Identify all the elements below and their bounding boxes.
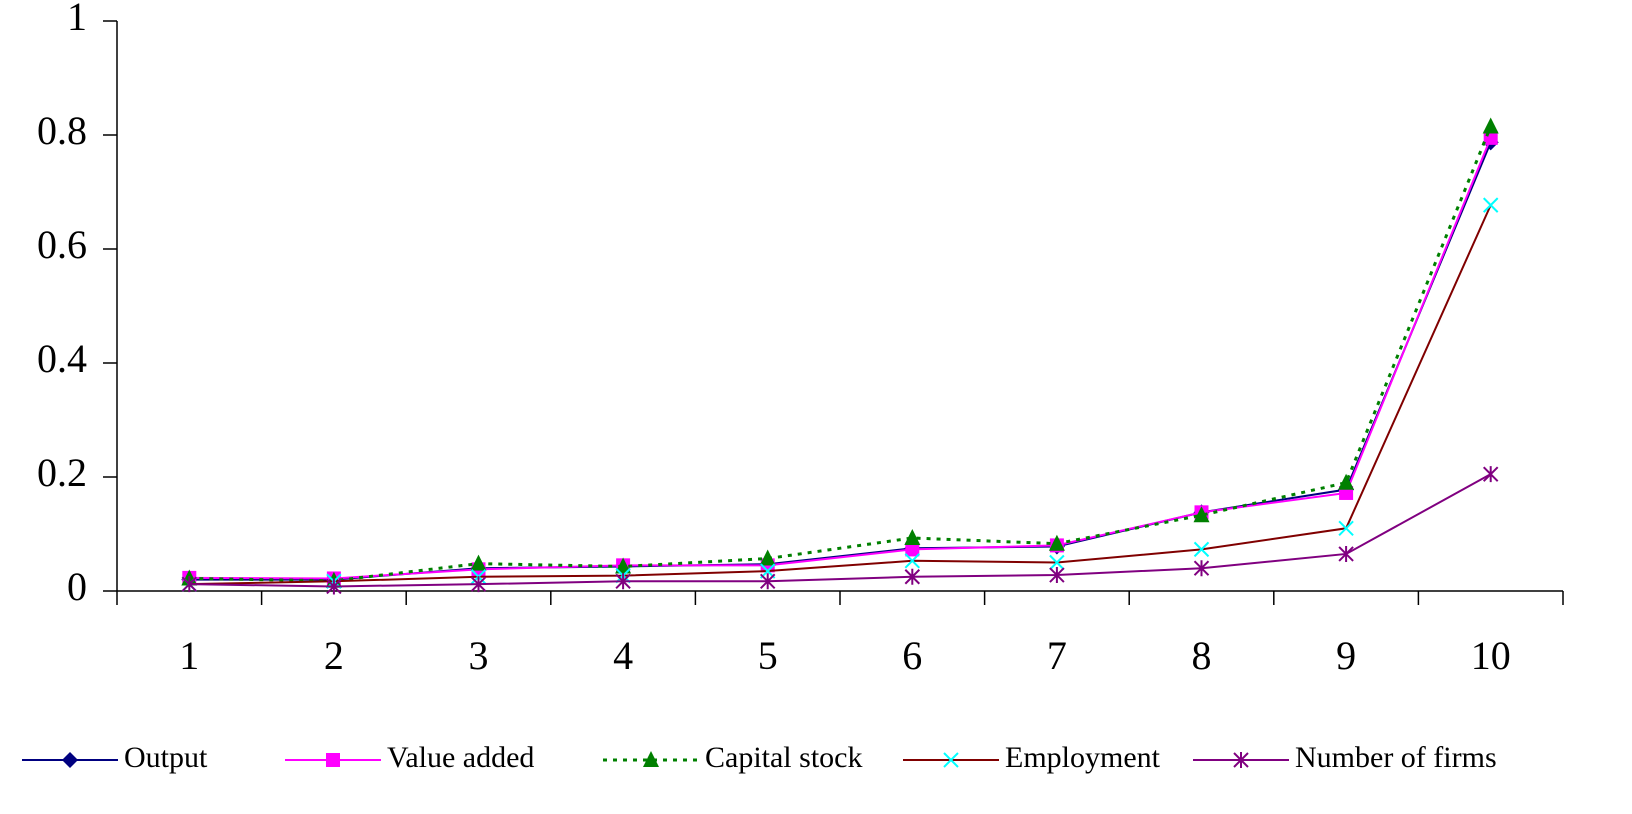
legend-label: Employment (1005, 741, 1161, 774)
marker (1338, 545, 1354, 562)
marker (1482, 466, 1499, 483)
legend-marker (643, 751, 659, 767)
legend-marker (943, 752, 959, 768)
marker (181, 576, 198, 593)
x-tick-label: 6 (902, 633, 922, 678)
y-tick-label: 0.8 (37, 108, 87, 153)
marker (905, 542, 920, 557)
legend-label: Capital stock (705, 741, 862, 774)
y-tick-label: 0.2 (37, 450, 87, 495)
legend-label: Output (124, 741, 208, 774)
y-tick-label: 0.4 (37, 336, 87, 381)
legend-label: Value added (387, 741, 534, 774)
marker (1049, 554, 1065, 571)
y-tick-label: 1 (67, 0, 87, 39)
series-line (189, 125, 1493, 583)
marker (1193, 541, 1210, 558)
marker (904, 568, 921, 585)
y-tick-label: 0 (67, 564, 87, 609)
x-tick-label: 1 (179, 633, 199, 678)
marker (1482, 117, 1499, 134)
x-tick-label: 8 (1192, 633, 1212, 678)
x-tick-label: 7 (1047, 633, 1067, 678)
marker (1482, 197, 1499, 213)
marker (326, 578, 342, 595)
marker (470, 554, 487, 571)
marker (1048, 534, 1065, 551)
legend-marker (62, 752, 78, 768)
marker (759, 549, 776, 566)
marker (1193, 560, 1210, 577)
legend-marker (1233, 752, 1249, 768)
series-line (189, 137, 1492, 580)
marker (1338, 473, 1355, 490)
marker (615, 573, 631, 590)
series-line (189, 204, 1492, 586)
x-tick-label: 9 (1336, 633, 1356, 678)
x-tick-label: 10 (1471, 633, 1511, 678)
marker (1049, 567, 1065, 584)
marker (1193, 506, 1210, 523)
marker (1338, 520, 1354, 537)
marker (904, 553, 921, 569)
marker (615, 557, 632, 574)
x-tick-label: 2 (324, 633, 344, 678)
x-tick-label: 5 (758, 633, 778, 678)
x-tick-label: 4 (613, 633, 633, 678)
legend-marker (326, 753, 340, 767)
legend-label: Number of firms (1295, 741, 1497, 774)
marker (470, 576, 487, 593)
series-line (189, 473, 1492, 588)
x-tick-label: 3 (469, 633, 489, 678)
series-line (189, 142, 1492, 581)
marker (904, 528, 921, 545)
marker (759, 573, 776, 590)
y-tick-label: 0.6 (37, 222, 87, 267)
